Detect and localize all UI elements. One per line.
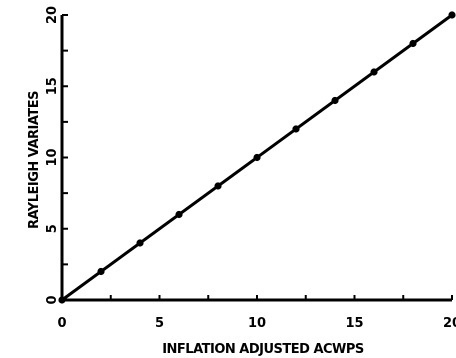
data-point [58, 296, 66, 304]
tick-labels: 0 5 10 15 20 0 5 10 15 20 [45, 6, 456, 331]
y-tick-label: 0 [45, 295, 60, 304]
y-tick-label: 15 [45, 77, 60, 95]
y-tick-label: 5 [45, 224, 60, 233]
data-point [97, 267, 105, 276]
y-tick-label: 10 [45, 148, 60, 166]
y-axis-label: RAYLEIGH VARIATES [27, 91, 42, 229]
data-point [214, 182, 222, 190]
points [58, 11, 456, 304]
x-tick-label: 10 [248, 316, 266, 331]
data-point [448, 11, 456, 19]
data-point [409, 39, 417, 48]
x-tick-label: 15 [345, 316, 363, 331]
data-point [292, 125, 300, 133]
x-axis-label: INFLATION ADJUSTED ACWPS [162, 342, 364, 357]
data-point [136, 239, 144, 247]
data-point [331, 96, 339, 105]
x-tick-label: 20 [443, 316, 456, 331]
x-tick-label: 0 [57, 316, 66, 331]
y-tick-label: 20 [45, 6, 60, 24]
data-point [370, 68, 378, 76]
data-point [175, 210, 183, 219]
x-tick-label: 5 [155, 316, 164, 331]
data-point [253, 153, 261, 162]
